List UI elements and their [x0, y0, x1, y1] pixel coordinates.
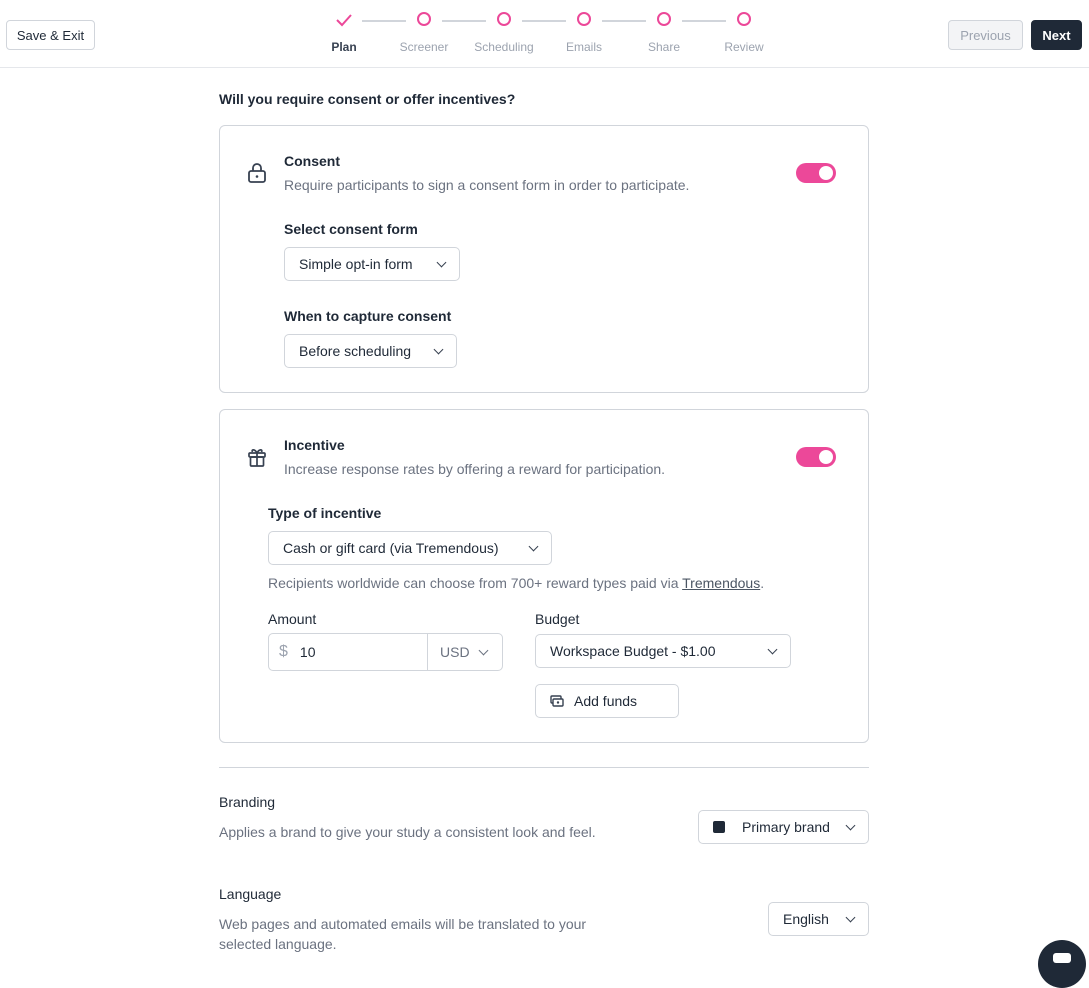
- select-value: Cash or gift card (via Tremendous): [283, 540, 499, 556]
- incentive-description: Increase response rates by offering a re…: [284, 461, 666, 477]
- lock-icon: [248, 163, 266, 183]
- consent-toggle[interactable]: [796, 163, 836, 183]
- consent-form-select[interactable]: Simple opt-in form: [284, 247, 460, 281]
- consent-description: Require participants to sign a consent f…: [284, 177, 690, 193]
- select-value: Before scheduling: [299, 343, 412, 359]
- language-description: Web pages and automated emails will be t…: [219, 916, 587, 952]
- branding-select[interactable]: Primary brand: [698, 810, 869, 844]
- step-plan[interactable]: Plan: [304, 12, 384, 54]
- currency-select[interactable]: USD: [428, 634, 502, 670]
- previous-button[interactable]: Previous: [948, 20, 1023, 50]
- consent-when-label: When to capture consent: [284, 308, 452, 324]
- branding-description: Applies a brand to give your study a con…: [219, 824, 596, 840]
- top-bar: Save & Exit Plan Screener Scheduling Ema…: [0, 0, 1089, 68]
- step-dot: [657, 12, 671, 26]
- incentive-note: Recipients worldwide can choose from 700…: [268, 575, 764, 591]
- chevron-down-icon: [528, 541, 539, 551]
- add-funds-label: Add funds: [574, 693, 638, 709]
- chat-launcher-button[interactable]: [1038, 940, 1086, 988]
- language-select[interactable]: English: [768, 902, 869, 936]
- select-value: Workspace Budget - $1.00: [550, 643, 716, 659]
- budget-select[interactable]: Workspace Budget - $1.00: [535, 634, 791, 668]
- step-connector: [602, 20, 646, 22]
- incentive-toggle[interactable]: [796, 447, 836, 467]
- incentive-card: Incentive Increase response rates by off…: [219, 409, 869, 743]
- chevron-down-icon: [845, 820, 856, 830]
- consent-title: Consent: [284, 153, 340, 169]
- currency-value: USD: [440, 644, 470, 660]
- step-connector: [682, 20, 726, 22]
- step-review[interactable]: Review: [704, 12, 784, 54]
- budget-label: Budget: [535, 611, 580, 627]
- consent-timing-select[interactable]: Before scheduling: [284, 334, 457, 368]
- step-screener[interactable]: Screener: [384, 12, 464, 54]
- chat-icon: [1053, 953, 1071, 963]
- step-connector: [362, 20, 406, 22]
- note-end: .: [760, 575, 765, 591]
- consent-form-label: Select consent form: [284, 221, 418, 237]
- step-scheduling[interactable]: Scheduling: [464, 12, 544, 54]
- chevron-down-icon: [845, 912, 856, 922]
- incentive-type-select[interactable]: Cash or gift card (via Tremendous): [268, 531, 552, 565]
- tremendous-link[interactable]: Tremendous: [682, 575, 761, 591]
- gift-icon: [248, 449, 266, 467]
- select-value: English: [783, 911, 829, 927]
- step-share[interactable]: Share: [624, 12, 704, 54]
- chevron-down-icon: [436, 257, 447, 267]
- step-dot: [577, 12, 591, 26]
- incentive-type-label: Type of incentive: [268, 505, 382, 521]
- add-funds-button[interactable]: Add funds: [535, 684, 679, 718]
- save-exit-button[interactable]: Save & Exit: [6, 20, 95, 50]
- wallet-icon: [550, 695, 564, 707]
- next-button[interactable]: Next: [1031, 20, 1082, 50]
- note-text: Recipients worldwide can choose from 700…: [268, 575, 683, 591]
- incentive-title: Incentive: [284, 437, 345, 453]
- language-title: Language: [219, 886, 282, 902]
- step-dot: [737, 12, 751, 26]
- section-question: Will you require consent or offer incent…: [219, 91, 516, 107]
- step-connector: [522, 20, 566, 22]
- chevron-down-icon: [767, 644, 778, 654]
- currency-symbol: $: [279, 643, 288, 660]
- consent-card: Consent Require participants to sign a c…: [219, 125, 869, 393]
- step-dot: [417, 12, 431, 26]
- check-icon: [336, 14, 352, 27]
- amount-label: Amount: [268, 611, 317, 627]
- divider: [219, 767, 869, 768]
- step-dot: [497, 12, 511, 26]
- step-emails[interactable]: Emails: [544, 12, 624, 54]
- amount-input[interactable]: $10: [269, 634, 428, 670]
- chevron-down-icon: [478, 645, 489, 655]
- select-value: Primary brand: [742, 819, 830, 835]
- select-value: Simple opt-in form: [299, 256, 413, 272]
- brand-swatch: [713, 821, 725, 833]
- step-connector: [442, 20, 486, 22]
- amount-value: 10: [299, 644, 316, 660]
- amount-field: $10 USD: [268, 633, 503, 671]
- branding-title: Branding: [219, 794, 276, 810]
- chevron-down-icon: [433, 344, 444, 354]
